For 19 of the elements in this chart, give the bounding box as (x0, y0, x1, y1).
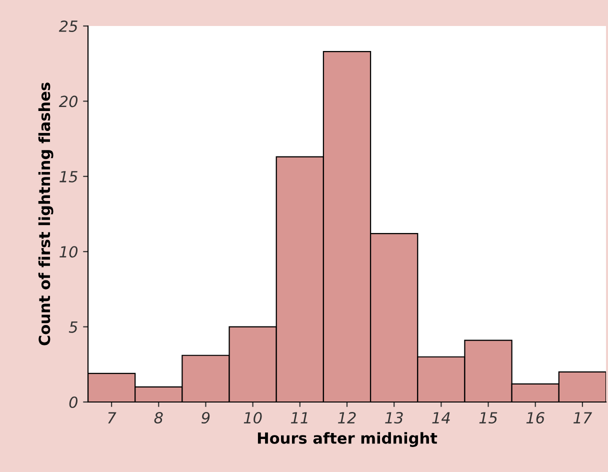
y-tick-label: 5 (68, 321, 78, 333)
x-tick-label: 15 (479, 412, 498, 424)
x-tick-label: 10 (244, 412, 262, 424)
x-tick-label: 7 (108, 412, 116, 424)
y-tick-label: 15 (60, 171, 78, 182)
x-tick-label: 11 (290, 412, 308, 424)
x-axis-title: Hours after midnight (258, 432, 438, 447)
y-axis-title: Count of first lightning flashes (38, 82, 54, 346)
x-tick-label: 12 (338, 412, 356, 424)
x-tick-label: 17 (573, 412, 592, 424)
y-tick-label: 25 (58, 20, 78, 32)
x-tick-label: 14 (432, 412, 450, 424)
y-tick-label: 10 (60, 246, 78, 258)
y-tick-label: 0 (69, 396, 78, 408)
x-tick-label: 13 (385, 412, 403, 424)
y-tick-label: 20 (58, 96, 78, 108)
x-tick-label: 16 (526, 412, 544, 424)
x-tick-label: 9 (202, 412, 210, 424)
x-tick-label: 8 (154, 412, 163, 424)
